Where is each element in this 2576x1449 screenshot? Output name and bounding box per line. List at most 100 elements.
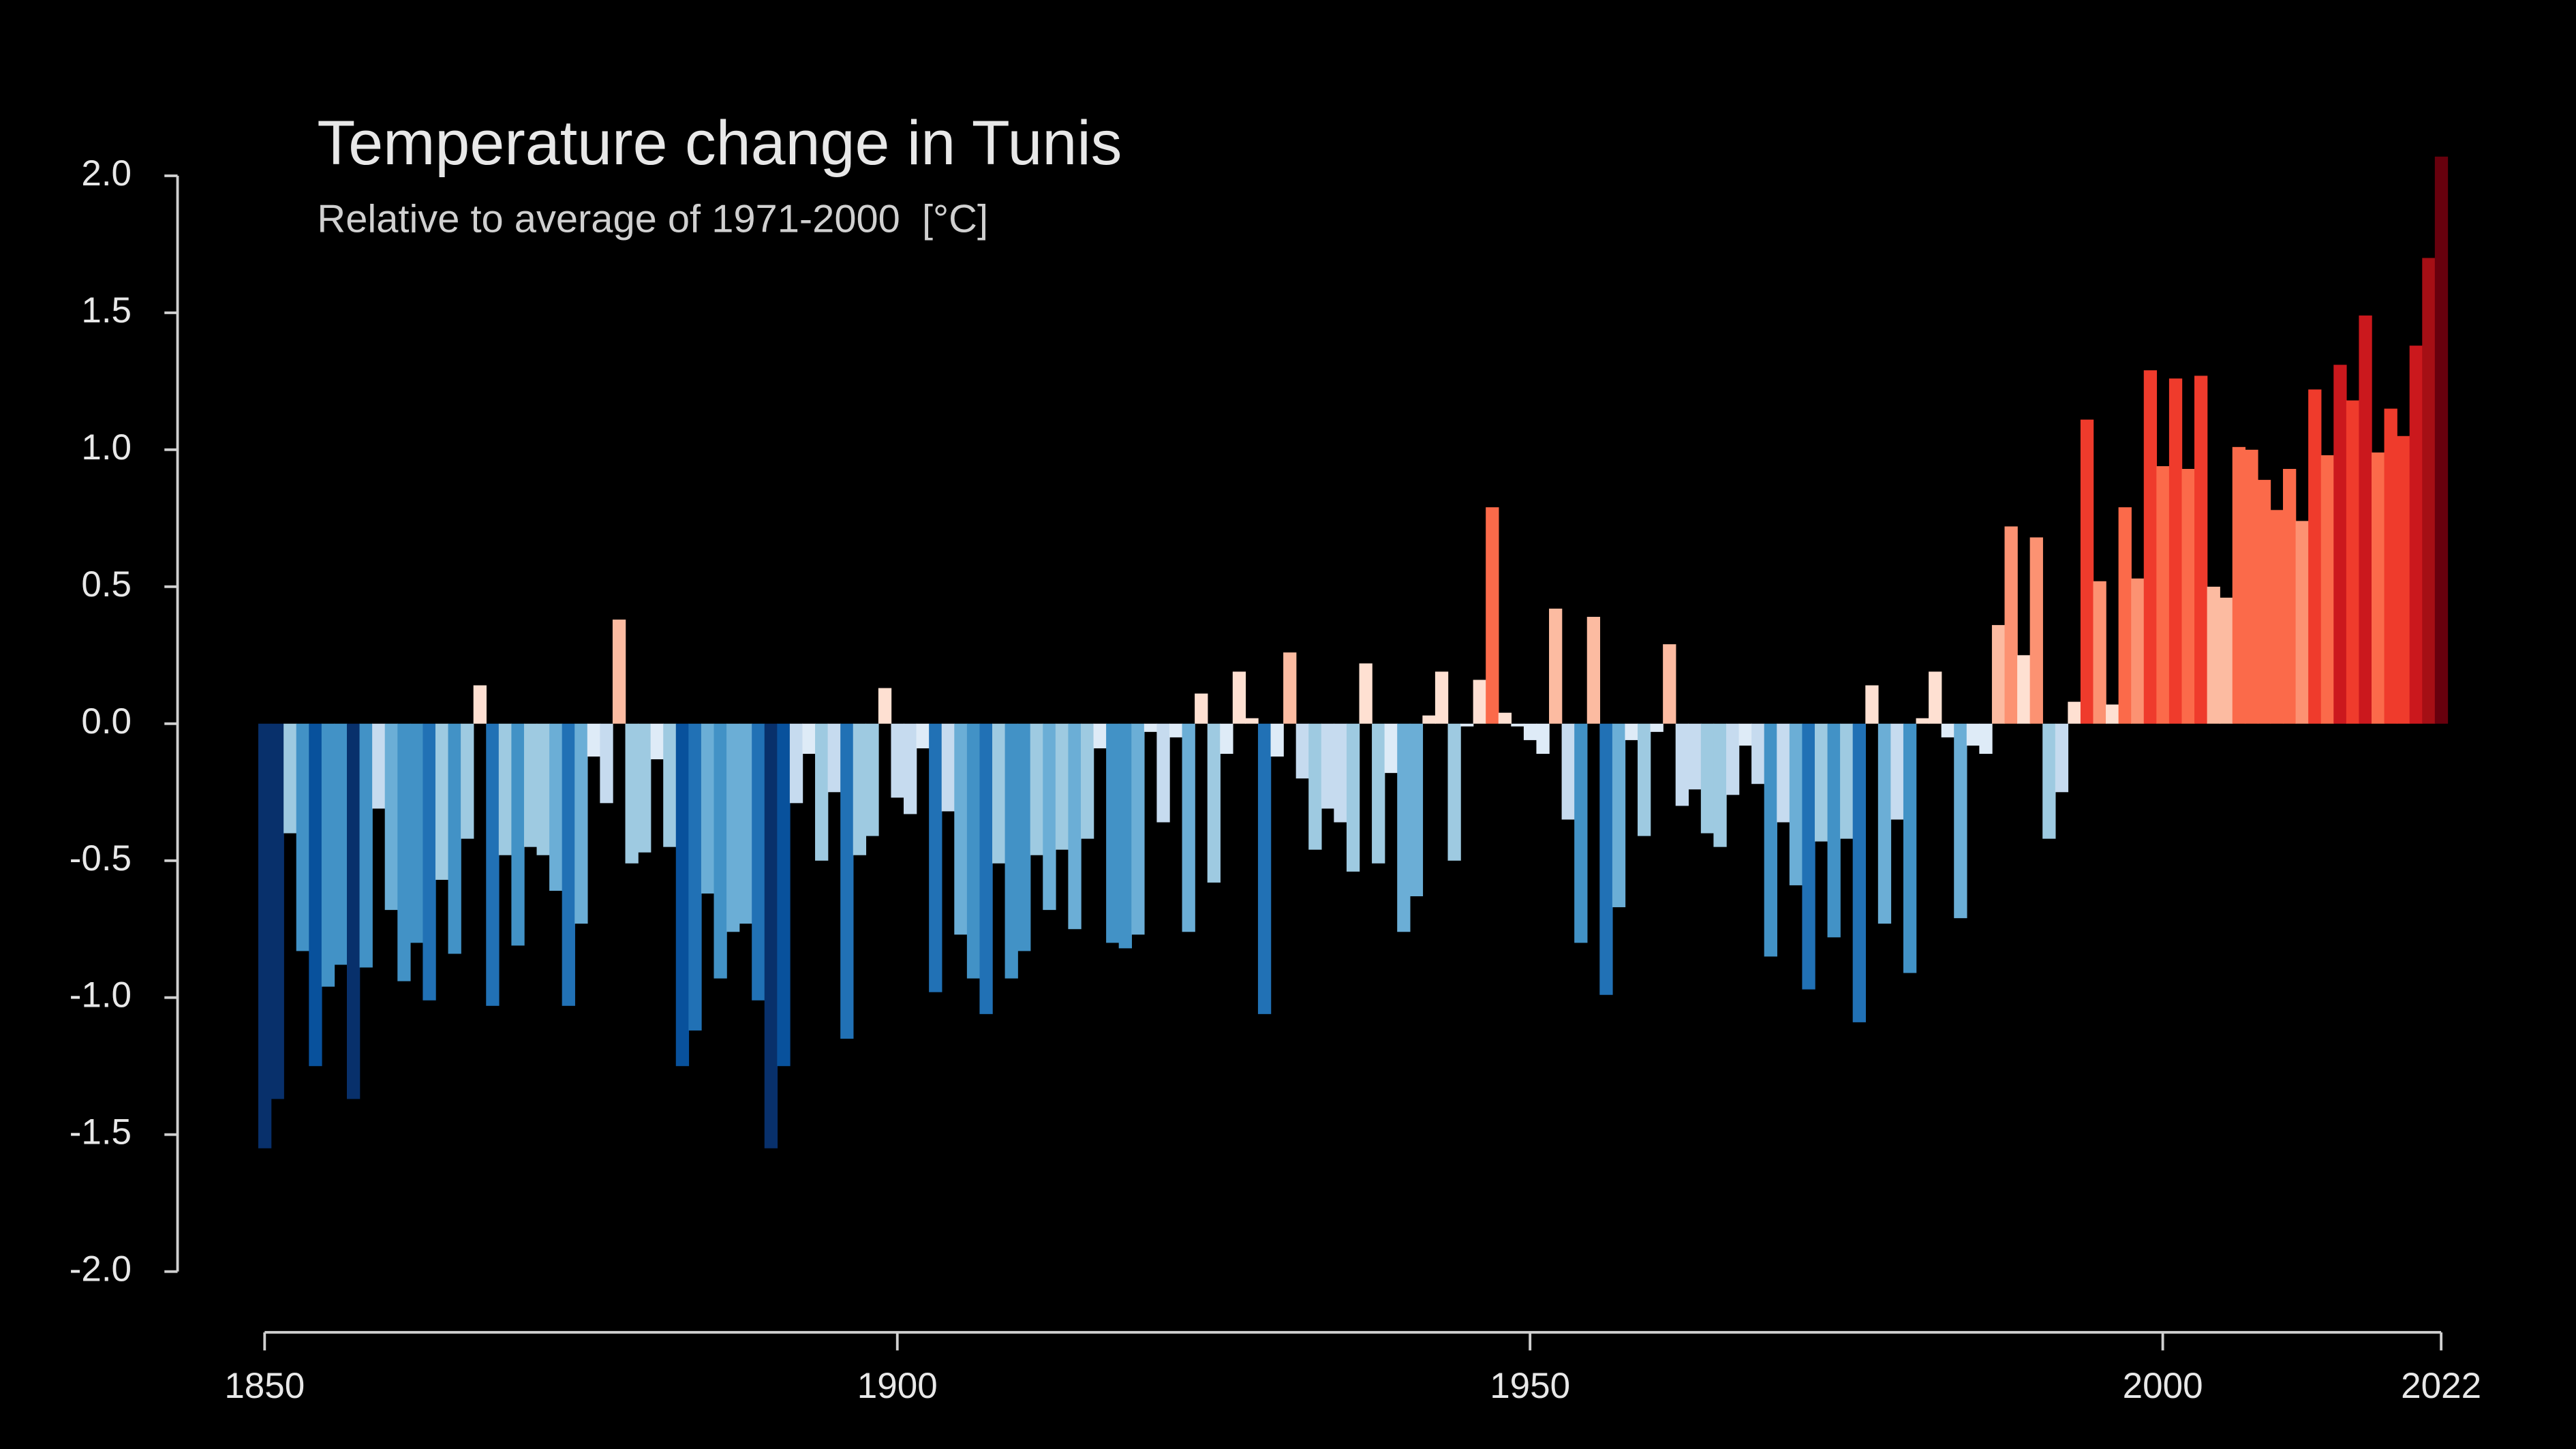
bar [1359,663,1373,724]
bar [2371,452,2385,724]
bar [2245,449,2258,724]
bar [802,723,816,754]
bar [1916,718,1929,724]
bar [739,723,752,924]
bar [1245,718,1259,724]
bar [904,723,917,814]
bar [435,723,449,880]
bar [536,723,550,855]
bar [688,723,702,1031]
bar [2257,480,2271,724]
bar [1852,723,1866,1022]
bar [1346,723,1360,872]
bar [1207,723,1221,883]
bar [1473,680,1486,724]
bar [612,620,626,724]
bar [587,723,601,757]
bar [2004,526,2018,724]
bar [271,723,284,1099]
bar [2320,455,2335,724]
bar [1523,723,1537,740]
y-tick-label: -2.0 [70,1249,132,1290]
bar [1460,723,1474,727]
bar [498,723,512,855]
x-tick-label: 1900 [857,1366,938,1406]
y-tick-label: -1.0 [70,975,132,1016]
bar [1321,723,1335,809]
bar [1688,723,1702,790]
bar [1561,723,1575,820]
bar [2168,378,2183,724]
bar [2143,370,2158,724]
bar [1409,723,1424,897]
bar [941,723,955,812]
bar [840,723,854,1039]
chart-title: Temperature change in Tunis [317,108,1122,178]
bar [2207,586,2220,724]
bar [2422,258,2436,724]
bar [448,723,461,954]
bar [1966,723,1980,746]
bar [2055,723,2069,793]
bar [511,723,525,946]
bar [2409,346,2423,724]
bar [815,723,829,861]
bar [1511,723,1524,727]
bar [1650,723,1663,732]
bar [878,688,892,724]
bar [309,723,322,1067]
bar [1131,723,1145,935]
bar [650,723,664,760]
bar [423,723,436,1001]
bar [853,723,867,855]
x-tick-label: 2022 [2401,1366,2481,1406]
bar [827,723,841,793]
bar [1486,507,1499,724]
bar [1005,723,1018,979]
bar [1764,723,1777,957]
y-tick-label: 0.0 [81,701,132,742]
bar [2093,581,2106,724]
bar [929,723,942,992]
bar [2397,436,2410,724]
bar [1814,723,1828,842]
bar [283,723,297,834]
bar [726,723,740,932]
bar [2346,400,2360,724]
bar [752,723,765,1001]
bar [1043,723,1056,911]
bar [384,723,398,911]
bar [258,723,272,1148]
bar [2017,655,2031,724]
bar [2384,408,2397,724]
bar [2434,156,2449,724]
bar [1638,723,1651,836]
bar [2181,468,2195,724]
bar [1777,723,1790,823]
bar [1738,723,1752,746]
bar [1840,723,1854,839]
bar [2131,578,2145,724]
bar [1068,723,1082,930]
bar [486,723,500,1006]
bar [1789,723,1803,885]
bar [1283,652,1297,724]
bar [2029,537,2043,724]
bar [1599,723,1613,995]
bar [461,723,474,839]
bar [410,723,424,943]
bar [663,723,677,847]
bar [1802,723,1815,990]
bar [2194,376,2208,724]
bar [359,723,373,968]
bar [1498,712,1512,724]
bar [1055,723,1069,850]
bar [891,723,904,798]
bar [1574,723,1588,943]
bar [2270,510,2284,724]
bar [1751,723,1765,784]
bar [1991,625,2006,724]
bar [321,723,335,987]
bar [701,723,715,894]
bar [1295,723,1309,779]
